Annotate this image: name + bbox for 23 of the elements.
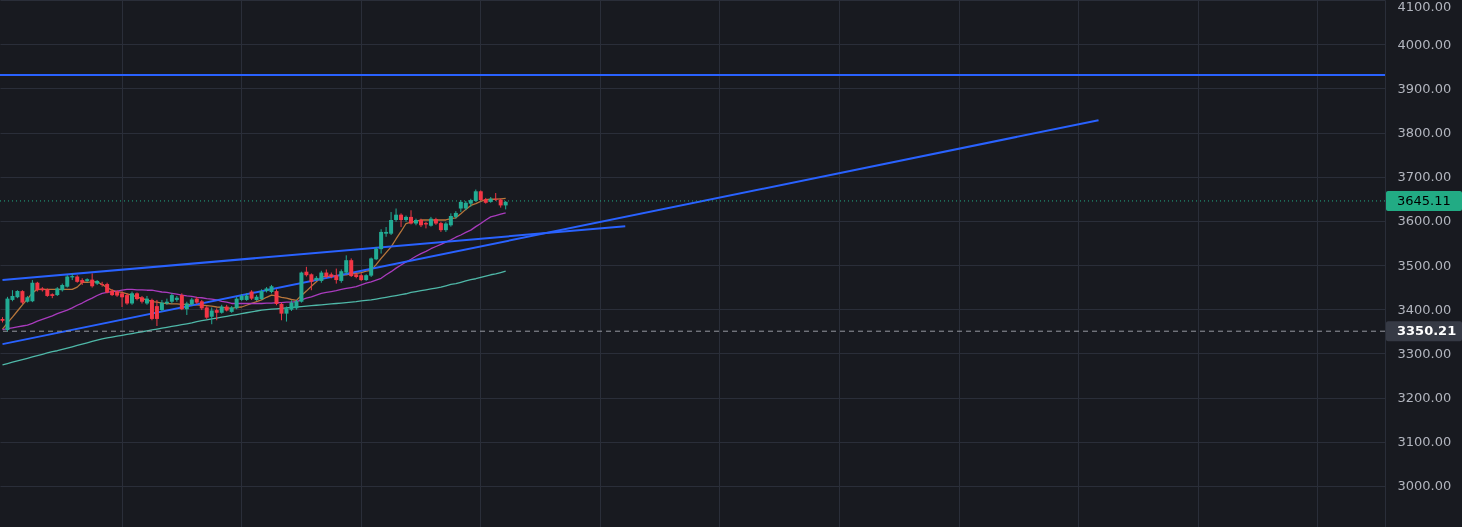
y-tick-label: 3500.00 (1397, 257, 1452, 273)
y-tick-label: 4000.00 (1397, 36, 1452, 52)
ref-line-label: 3645.11 (1397, 192, 1451, 208)
candlestick (404, 215, 409, 223)
y-tick-label: 3600.00 (1397, 213, 1452, 229)
y-tick-label: 3400.00 (1397, 301, 1452, 317)
y-tick-label: 3000.00 (1397, 478, 1452, 494)
y-tick-label: 3700.00 (1397, 169, 1452, 185)
y-tick-label: 3900.00 (1397, 80, 1452, 96)
y-tick-label: 3800.00 (1397, 125, 1452, 141)
line-series (1, 270, 507, 366)
candlestick (100, 281, 105, 288)
candlestick (154, 299, 159, 327)
y-tick-label: 3300.00 (1397, 345, 1452, 361)
y-tick-label: 3200.00 (1397, 390, 1452, 406)
candlestick (394, 208, 399, 223)
y-tick-label: 4100.00 (1397, 0, 1452, 14)
candlestick (399, 212, 404, 228)
candlestick (379, 228, 384, 255)
candlestick (409, 209, 414, 225)
ref-line-label: 3350.21 (1397, 323, 1457, 339)
y-tick-label: 3100.00 (1397, 434, 1452, 450)
candlestick (349, 257, 354, 278)
